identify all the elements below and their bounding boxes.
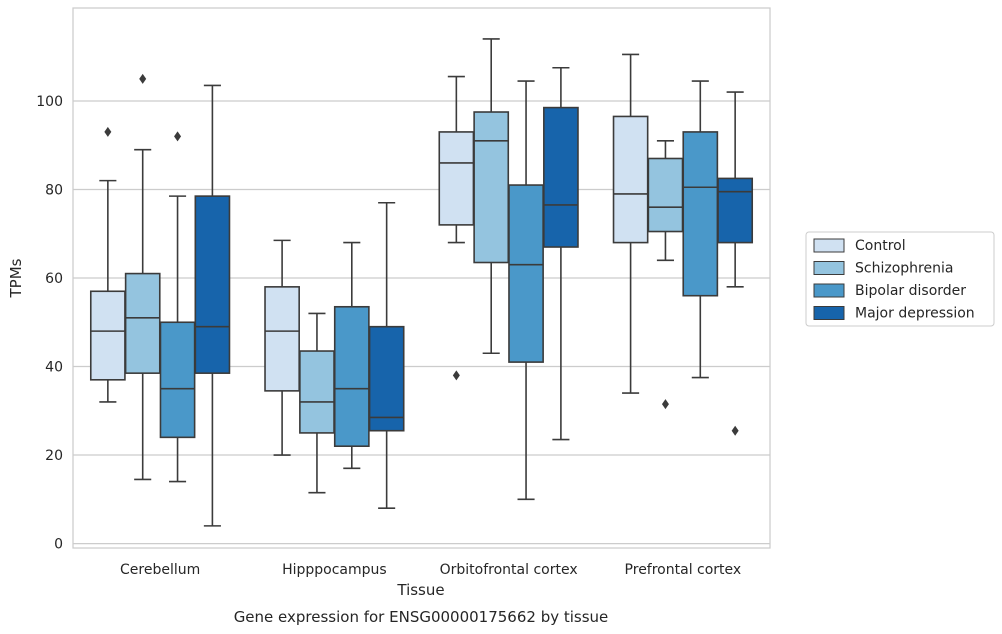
iqr-box bbox=[89, 290, 126, 381]
legend-swatch bbox=[813, 306, 845, 320]
box-0-1 bbox=[264, 239, 300, 456]
iqr-box bbox=[717, 177, 754, 244]
y-axis-label: TPMs bbox=[7, 258, 25, 298]
box-2-0 bbox=[159, 131, 196, 483]
box-3-2 bbox=[543, 66, 579, 441]
iqr-box bbox=[299, 350, 335, 434]
x-axis-label: Tissue bbox=[396, 581, 444, 599]
y-tick-label: 80 bbox=[45, 182, 63, 198]
y-tick-label: 60 bbox=[45, 271, 63, 287]
legend-swatch bbox=[813, 261, 845, 275]
legend-label: Schizophrenia bbox=[855, 261, 953, 277]
iqr-box bbox=[543, 106, 579, 248]
iqr-box bbox=[194, 195, 231, 374]
iqr-box bbox=[333, 305, 370, 447]
box-0-3 bbox=[612, 53, 649, 394]
y-tick-label: 20 bbox=[45, 448, 63, 464]
iqr-box bbox=[368, 325, 405, 432]
outlier-marker bbox=[452, 370, 460, 381]
iqr-box bbox=[508, 184, 544, 363]
iqr-box bbox=[473, 111, 510, 264]
iqr-box bbox=[682, 131, 719, 297]
boxes-layer bbox=[89, 38, 754, 527]
y-tick-label: 0 bbox=[54, 537, 63, 553]
legend: Control Schizophrenia Bipolar disorder Majo… bbox=[805, 231, 995, 327]
x-tick-label: Prefrontal cortex bbox=[625, 562, 742, 578]
outlier-marker bbox=[174, 131, 182, 142]
iqr-box bbox=[612, 115, 649, 244]
legend-label: Major depression bbox=[855, 306, 975, 322]
box-3-3 bbox=[717, 91, 754, 436]
outlier-marker bbox=[139, 73, 147, 84]
box-2-3 bbox=[682, 80, 719, 379]
box-0-2 bbox=[438, 75, 475, 381]
y-tick-label: 100 bbox=[36, 94, 63, 110]
box-0-0 bbox=[89, 126, 126, 403]
legend-swatch bbox=[813, 283, 845, 298]
outlier-marker bbox=[731, 425, 739, 436]
iqr-box bbox=[647, 157, 684, 233]
y-tick-label: 40 bbox=[45, 360, 63, 376]
iqr-box bbox=[159, 321, 196, 439]
box-1-2 bbox=[473, 38, 510, 355]
box-3-1 bbox=[368, 201, 405, 509]
box-1-1 bbox=[299, 312, 335, 494]
chart-title: Gene expression for ENSG00000175662 by t… bbox=[234, 608, 609, 626]
x-tick-label: Orbitofrontal cortex bbox=[440, 562, 578, 578]
legend-frame bbox=[805, 231, 995, 327]
x-tick-label: Cerebellum bbox=[120, 562, 200, 578]
box-2-1 bbox=[333, 241, 370, 470]
box-2-2 bbox=[508, 80, 544, 501]
legend-label: Control bbox=[855, 238, 906, 254]
iqr-box bbox=[438, 131, 475, 226]
x-tick-label: Hipppocampus bbox=[282, 562, 387, 578]
iqr-box bbox=[124, 272, 161, 374]
box-3-0 bbox=[194, 84, 231, 527]
x-axis-ticks: Cerebellum Hipppocampus Orbitofrontal cort… bbox=[120, 562, 741, 578]
outlier-marker bbox=[661, 399, 669, 410]
box-1-3 bbox=[647, 139, 684, 410]
legend-label: Bipolar disorder bbox=[855, 283, 966, 299]
legend-swatch bbox=[813, 238, 845, 253]
box-1-0 bbox=[124, 73, 161, 481]
iqr-box bbox=[264, 286, 300, 392]
outlier-marker bbox=[104, 126, 112, 137]
y-axis-ticks: 0 20 40 60 80 100 bbox=[36, 94, 63, 553]
